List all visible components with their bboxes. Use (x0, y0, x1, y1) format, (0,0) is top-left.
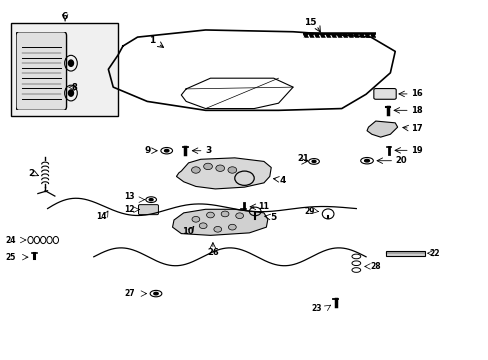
Circle shape (221, 211, 228, 217)
Text: 7: 7 (29, 90, 34, 99)
Circle shape (203, 163, 212, 170)
Text: 27: 27 (124, 289, 135, 298)
Text: 20: 20 (394, 156, 406, 165)
Text: 24: 24 (5, 235, 16, 244)
Bar (385, 251, 425, 256)
Text: 28: 28 (369, 262, 380, 271)
Text: 13: 13 (124, 192, 135, 201)
Ellipse shape (149, 199, 153, 201)
Text: 22: 22 (428, 249, 439, 258)
Text: 1: 1 (149, 36, 155, 45)
Circle shape (213, 226, 221, 232)
Text: 5: 5 (269, 213, 275, 222)
Circle shape (227, 167, 236, 173)
Text: 18: 18 (410, 106, 422, 115)
Text: 9: 9 (144, 146, 151, 155)
Circle shape (191, 167, 200, 173)
Text: 4: 4 (279, 176, 285, 185)
Text: 14: 14 (96, 212, 106, 221)
Text: 3: 3 (205, 146, 211, 155)
Text: 15: 15 (303, 18, 316, 27)
Text: 2: 2 (28, 169, 35, 178)
Circle shape (206, 212, 214, 218)
Polygon shape (172, 209, 267, 235)
Text: 6: 6 (62, 12, 68, 21)
Ellipse shape (164, 149, 168, 152)
FancyBboxPatch shape (138, 204, 158, 215)
Text: 29: 29 (304, 207, 314, 216)
Text: 12: 12 (124, 205, 135, 214)
Polygon shape (366, 121, 397, 137)
Ellipse shape (364, 159, 369, 162)
Text: 8: 8 (71, 83, 77, 92)
Text: 25: 25 (5, 253, 16, 262)
Text: 16: 16 (410, 89, 422, 98)
Polygon shape (176, 158, 271, 189)
Circle shape (228, 224, 236, 230)
Text: 21: 21 (296, 154, 308, 163)
Text: 26: 26 (206, 248, 218, 257)
Bar (11, 23, 118, 116)
Text: 19: 19 (410, 146, 422, 155)
Circle shape (235, 213, 243, 219)
Ellipse shape (154, 292, 158, 295)
Circle shape (192, 216, 200, 222)
Circle shape (215, 165, 224, 171)
FancyBboxPatch shape (373, 89, 395, 99)
Circle shape (199, 223, 206, 229)
Text: 10: 10 (182, 227, 193, 236)
Text: 17: 17 (410, 124, 422, 133)
Text: 11: 11 (258, 202, 268, 211)
Text: 23: 23 (311, 304, 322, 313)
Ellipse shape (311, 160, 315, 162)
